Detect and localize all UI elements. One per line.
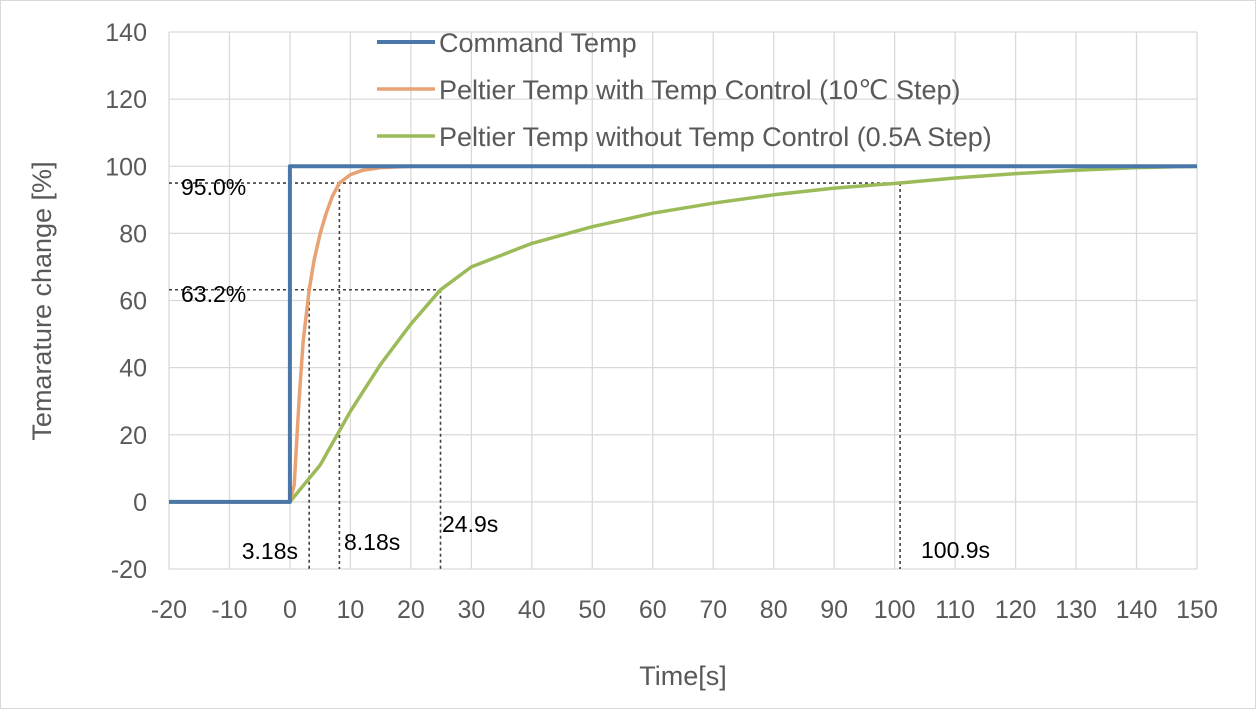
legend: Command Temp Peltier Temp with Temp Contr… xyxy=(377,28,992,152)
grid xyxy=(168,31,1198,570)
x-axis-label: Time[s] xyxy=(639,661,727,691)
y-axis-label: Temarature change [%] xyxy=(27,161,57,440)
x-tick-label: 150 xyxy=(1176,596,1218,624)
series-lines xyxy=(169,164,1198,504)
y-tick-label: 100 xyxy=(105,153,147,181)
time-label: 3.18s xyxy=(242,538,298,564)
x-tick-label: 100 xyxy=(874,596,916,624)
level-label: 63.2% xyxy=(181,281,246,307)
y-tick-label: 0 xyxy=(133,489,147,517)
x-tick-label: -20 xyxy=(151,596,187,624)
series-line xyxy=(169,164,1197,504)
y-tick-label: 40 xyxy=(119,355,147,383)
x-tick-label: 120 xyxy=(995,596,1037,624)
legend-label: Command Temp xyxy=(439,28,637,58)
x-tick-label: 90 xyxy=(820,596,848,624)
x-tick-label: 20 xyxy=(397,596,425,624)
y-axis-ticks: -20 0 20 40 60 80 100 120 140 xyxy=(105,19,147,584)
time-label: 100.9s xyxy=(921,537,990,563)
y-tick-label: 140 xyxy=(105,19,147,47)
x-tick-label: 50 xyxy=(578,596,606,624)
y-tick-label: 60 xyxy=(119,288,147,316)
y-tick-label: 20 xyxy=(119,422,147,450)
series-line xyxy=(169,164,1197,504)
x-tick-label: 10 xyxy=(337,596,365,624)
x-tick-label: 140 xyxy=(1116,596,1158,624)
x-tick-label: 110 xyxy=(935,596,975,624)
y-tick-label: -20 xyxy=(111,556,147,584)
y-tick-label: 120 xyxy=(105,86,147,114)
x-tick-label: 60 xyxy=(639,596,667,624)
series-line xyxy=(169,164,1198,504)
time-label: 8.18s xyxy=(344,529,400,555)
y-tick-label: 80 xyxy=(119,220,147,248)
x-tick-label: 70 xyxy=(699,596,727,624)
time-label: 24.9s xyxy=(442,511,498,537)
x-tick-label: 40 xyxy=(518,596,546,624)
legend-label: Peltier Temp without Temp Control (0.5A … xyxy=(439,122,992,152)
x-tick-label: 0 xyxy=(283,596,297,624)
x-tick-label: 130 xyxy=(1055,596,1097,624)
x-tick-label: -10 xyxy=(211,596,247,624)
x-tick-label: 30 xyxy=(457,596,485,624)
legend-label: Peltier Temp with Temp Control (10℃ Step… xyxy=(439,75,961,105)
x-axis-ticks: -20 -10 0 10 20 30 40 50 60 70 80 90 100 110 120 130 140… xyxy=(151,596,1218,624)
x-tick-label: 80 xyxy=(760,596,788,624)
level-label: 95.0% xyxy=(181,174,246,200)
